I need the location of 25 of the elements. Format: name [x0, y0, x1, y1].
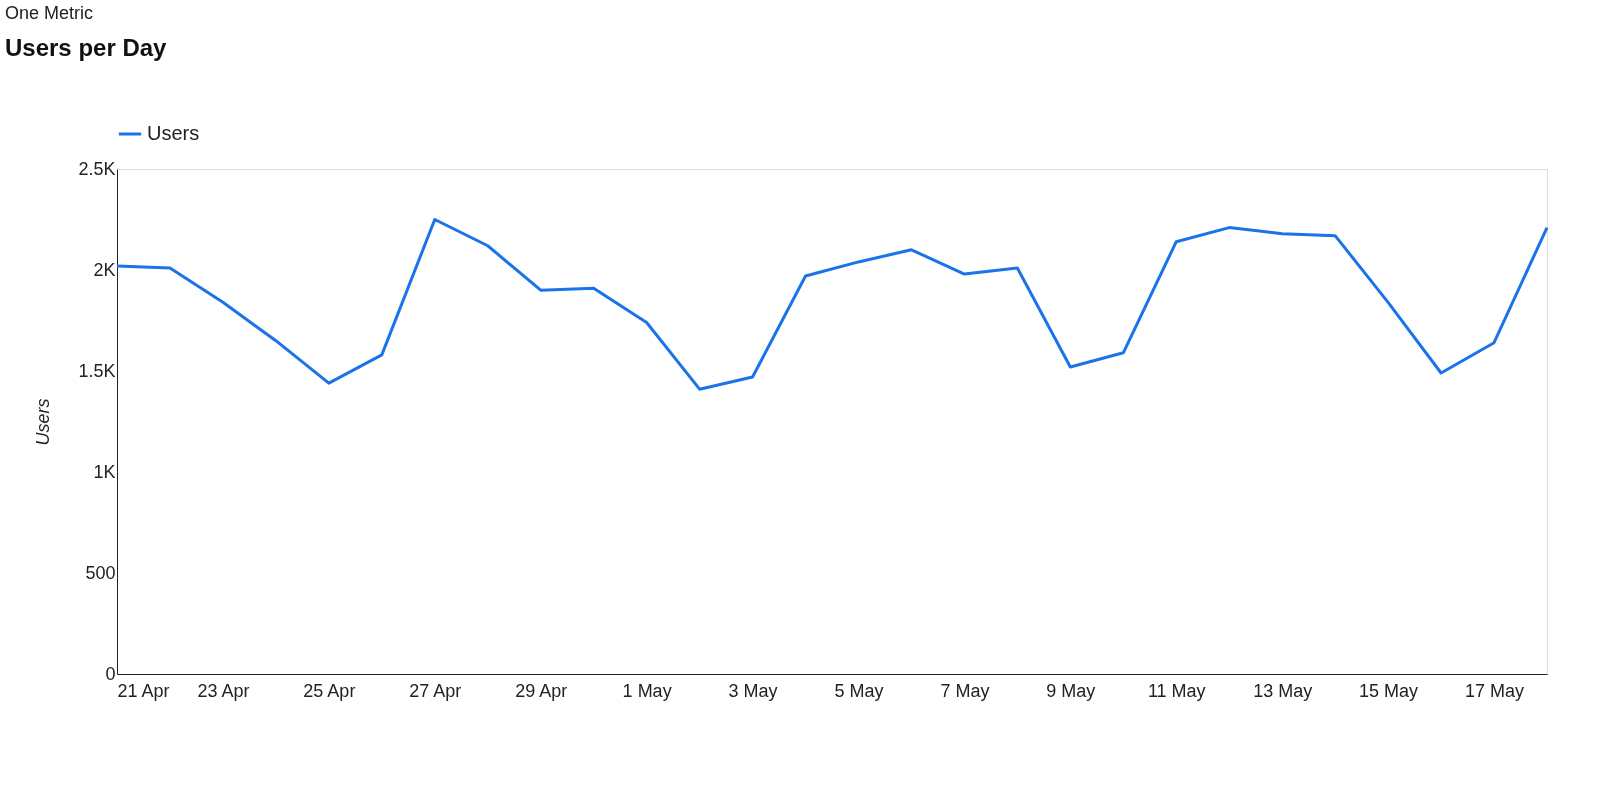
y-tick-label: 2.5K [78, 158, 116, 179]
y-tick-label: 500 [85, 562, 116, 583]
y-tick-label: 1.5K [78, 360, 116, 381]
x-tick-label: 11 May [1147, 680, 1206, 701]
x-tick-label: 23 Apr [197, 680, 250, 701]
x-tick-label: 7 May [940, 680, 990, 701]
x-tick-label: 27 Apr [409, 680, 462, 701]
y-axis-title: Users [33, 398, 54, 446]
x-tick-label: 13 May [1253, 680, 1313, 701]
x-tick-label: 3 May [728, 680, 778, 701]
x-tick-label: 1 May [622, 680, 672, 701]
x-tick-label: 21 Apr [117, 680, 170, 701]
x-tick-label: 9 May [1046, 680, 1096, 701]
chart-title: Users per Day [5, 34, 168, 61]
y-tick-label: 0 [105, 663, 116, 684]
x-tick-label: 5 May [834, 680, 884, 701]
x-tick-label: 17 May [1465, 680, 1525, 701]
x-tick-label: 25 Apr [303, 680, 356, 701]
legend-label: Users [147, 122, 200, 144]
x-tick-label: 15 May [1359, 680, 1419, 701]
line-series [115, 218, 1549, 391]
y-tick-label: 1K [93, 461, 116, 482]
chart-subtitle: One Metric [5, 3, 94, 23]
x-tick-label: 29 Apr [515, 680, 568, 701]
y-tick-label: 2K [93, 259, 116, 280]
